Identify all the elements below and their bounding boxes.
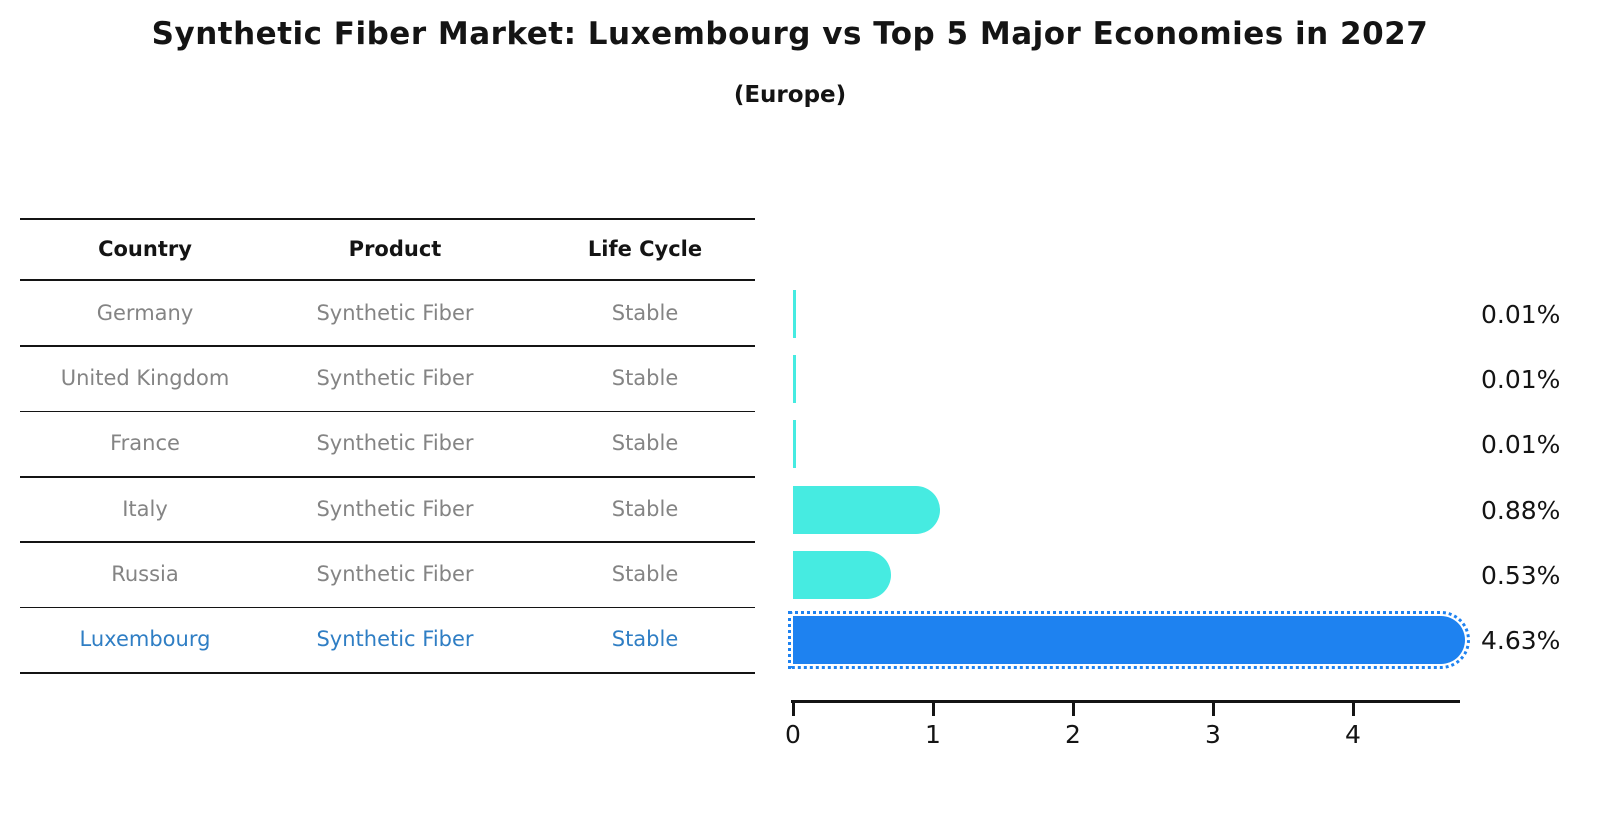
bar-value-label: 0.01% [1481, 364, 1561, 394]
x-axis-tick-label: 1 [925, 720, 941, 749]
table-cell-product-luxembourg: Synthetic Fiber [316, 627, 474, 652]
table-cell-product-russia: Synthetic Fiber [316, 561, 474, 586]
table-row-separator [20, 606, 755, 609]
bar-value-label: 4.63% [1481, 626, 1561, 656]
x-axis-tick-label: 0 [785, 720, 801, 749]
table-row-separator [20, 671, 755, 674]
table-header-product: Product [348, 236, 442, 261]
table-cell-country-luxembourg: Luxembourg [79, 627, 211, 652]
table-cell-life_cycle-united-kingdom: Stable [611, 365, 679, 390]
table-cell-country-germany: Germany [96, 300, 194, 325]
table-cell-country-france: France [110, 431, 180, 456]
table-header-life-cycle: Life Cycle [587, 236, 703, 261]
table-cell-life_cycle-france: Stable [611, 431, 679, 456]
table-cell-country-united-kingdom: United Kingdom [60, 365, 230, 390]
chart-title: Synthetic Fiber Market: Luxembourg vs To… [151, 16, 1429, 52]
x-axis-tick-label: 3 [1205, 720, 1221, 749]
table-cell-life_cycle-luxembourg: Stable [611, 627, 679, 652]
bar-value-label: 0.01% [1481, 299, 1561, 329]
table-row-separator [20, 475, 755, 478]
table-cell-country-russia: Russia [111, 561, 179, 586]
table-cell-product-germany: Synthetic Fiber [316, 300, 474, 325]
x-axis-tick [1351, 703, 1355, 716]
bar-value-label: 0.01% [1481, 430, 1561, 460]
table-row-separator [20, 345, 755, 347]
table-cell-product-italy: Synthetic Fiber [316, 496, 474, 521]
x-axis-tick [1071, 703, 1075, 716]
table-cell-life_cycle-germany: Stable [611, 300, 679, 325]
x-axis-tick [791, 703, 795, 716]
x-axis-tick-label: 2 [1065, 720, 1081, 749]
table-cell-life_cycle-italy: Stable [611, 496, 679, 521]
bar-russia [793, 550, 892, 599]
table-cell-life_cycle-russia: Stable [611, 561, 679, 586]
x-axis-tick [1211, 703, 1215, 716]
table-row-separator [20, 410, 755, 413]
table-row-separator [20, 541, 755, 543]
x-axis-line [791, 700, 1460, 703]
x-axis-tick [931, 703, 935, 716]
bar-france [793, 420, 796, 469]
table-cell-product-united-kingdom: Synthetic Fiber [316, 365, 474, 390]
bar-united-kingdom [793, 354, 796, 403]
x-axis-tick-label: 4 [1345, 720, 1361, 749]
table-cell-product-france: Synthetic Fiber [316, 431, 474, 456]
table-cell-country-italy: Italy [122, 496, 168, 521]
bar-luxembourg [787, 611, 1471, 670]
bar-germany [793, 289, 796, 338]
table-top-border [20, 218, 755, 220]
table-header-country: Country [98, 236, 192, 261]
bar-italy [793, 485, 941, 534]
table-header-border [20, 279, 755, 281]
bar-value-label: 0.88% [1481, 495, 1561, 525]
chart-subtitle: (Europe) [733, 82, 847, 108]
bar-value-label: 0.53% [1481, 560, 1561, 590]
